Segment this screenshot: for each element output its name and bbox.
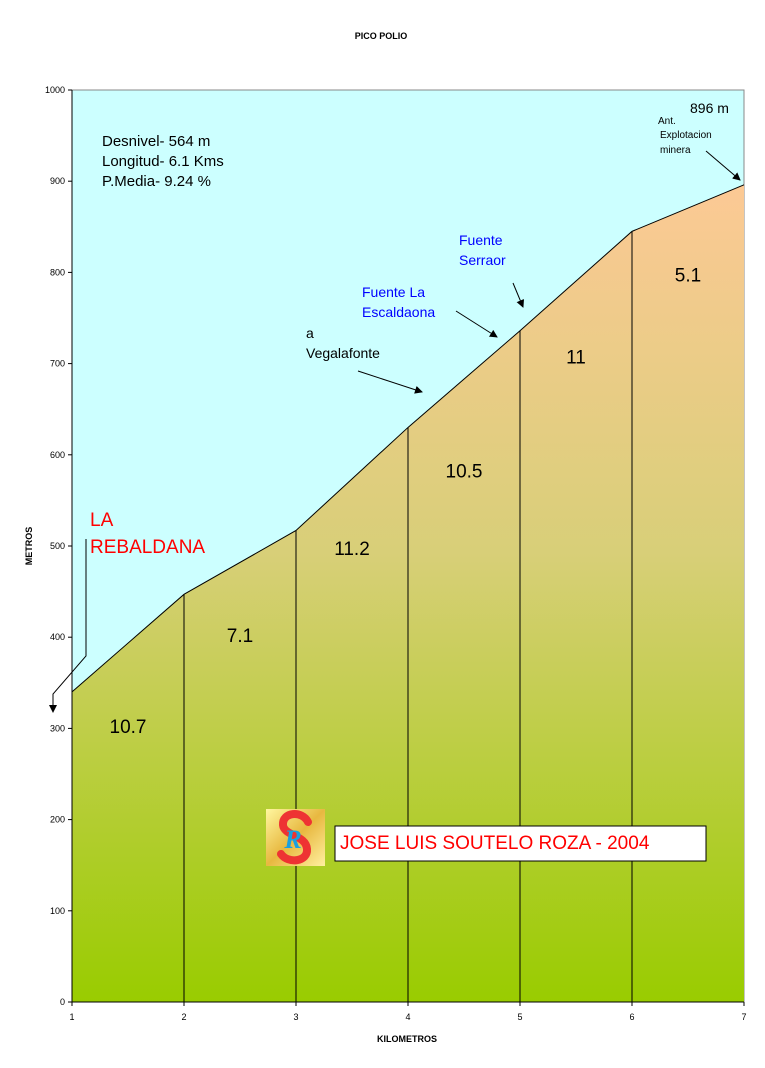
segment-gradient-label: 10.5 bbox=[446, 462, 483, 483]
start-label-2: REBALDANA bbox=[90, 537, 205, 558]
vegalafonte-label-2: Vegalafonte bbox=[306, 345, 380, 361]
segment-gradient-label: 7.1 bbox=[227, 626, 253, 647]
logo-s-shape bbox=[277, 810, 312, 865]
serraor-label-2: Serraor bbox=[459, 252, 506, 268]
mina-label-3: minera bbox=[660, 145, 691, 156]
summary-desnivel: Desnivel- 564 m bbox=[102, 133, 210, 150]
chart-title: PICO POLIO bbox=[355, 31, 408, 41]
summit-altitude: 896 m bbox=[690, 100, 729, 116]
summary-pendiente: P.Media- 9.24 % bbox=[102, 173, 211, 190]
x-tick-label: 3 bbox=[293, 1012, 298, 1022]
y-tick-label: 400 bbox=[50, 632, 65, 642]
x-tick-label: 1 bbox=[69, 1012, 74, 1022]
x-tick-label: 2 bbox=[181, 1012, 186, 1022]
start-label-1: LA bbox=[90, 510, 114, 531]
y-tick-label: 700 bbox=[50, 359, 65, 369]
author-logo: R bbox=[266, 809, 325, 866]
x-axis-label: KILOMETROS bbox=[377, 1034, 437, 1044]
svg-text:R: R bbox=[283, 825, 301, 854]
segment-gradient-label: 10.7 bbox=[110, 717, 147, 738]
x-tick-label: 4 bbox=[405, 1012, 410, 1022]
segment-gradient-label: 11.2 bbox=[334, 539, 370, 560]
y-tick-label: 1000 bbox=[45, 85, 65, 95]
credit-box bbox=[334, 825, 707, 862]
y-tick-label: 800 bbox=[50, 267, 65, 277]
segment-gradient-label: 11 bbox=[566, 348, 586, 369]
mina-arrow bbox=[705, 150, 741, 181]
y-tick-label: 0 bbox=[60, 997, 65, 1007]
escaldaona-label-2: Escaldaona bbox=[362, 304, 435, 320]
serraor-label-1: Fuente bbox=[459, 232, 503, 248]
segment-gradient-label: 5.1 bbox=[675, 266, 701, 287]
x-tick-label: 6 bbox=[629, 1012, 634, 1022]
credit-text: JOSE LUIS SOUTELO ROZA - 2004 bbox=[340, 833, 650, 854]
summary-longitud: Longitud- 6.1 Kms bbox=[102, 153, 224, 170]
y-tick-label: 500 bbox=[50, 541, 65, 551]
y-axis-label: METROS bbox=[24, 527, 34, 566]
y-tick-label: 600 bbox=[50, 450, 65, 460]
vegalafonte-arrow bbox=[357, 370, 423, 394]
escaldaona-arrow bbox=[455, 310, 498, 338]
mina-label-2: Explotacion bbox=[660, 130, 712, 141]
y-tick-label: 900 bbox=[50, 176, 65, 186]
x-tick-label: 5 bbox=[517, 1012, 522, 1022]
vegalafonte-label-1: a bbox=[306, 325, 314, 341]
y-tick-label: 200 bbox=[50, 815, 65, 825]
escaldaona-label-1: Fuente La bbox=[362, 284, 425, 300]
serraor-arrow bbox=[512, 282, 524, 308]
x-tick-label: 7 bbox=[741, 1012, 746, 1022]
y-tick-label: 100 bbox=[50, 906, 65, 916]
mina-label-1: Ant. bbox=[658, 116, 676, 127]
start-arrow bbox=[49, 539, 87, 713]
y-tick-label: 300 bbox=[50, 723, 65, 733]
